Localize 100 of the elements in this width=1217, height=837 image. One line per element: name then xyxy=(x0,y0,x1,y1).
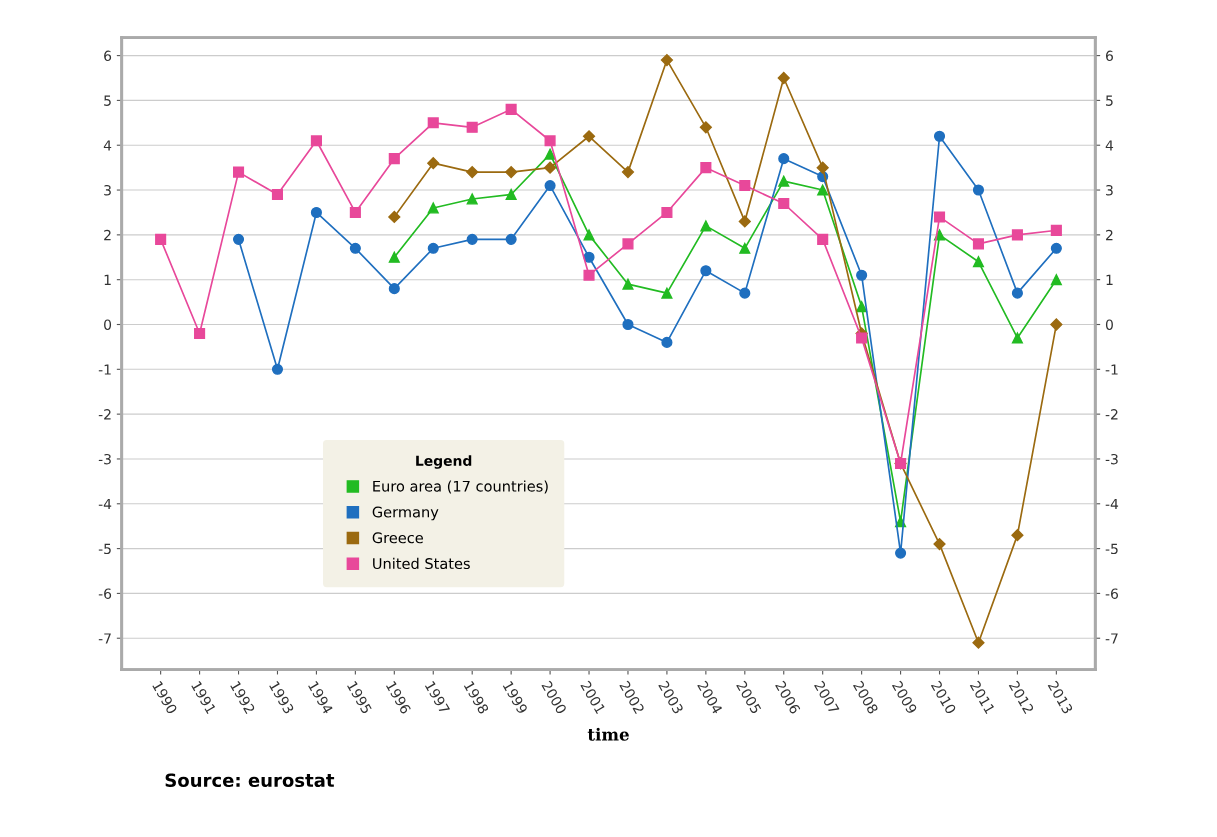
x-axis-title: time xyxy=(587,727,629,741)
point xyxy=(310,206,322,219)
y2-tick-label: 3 xyxy=(1106,185,1113,196)
point xyxy=(427,202,439,214)
y-tick-label: -2 xyxy=(98,409,111,420)
point xyxy=(933,211,946,223)
y-tick-label: 5 xyxy=(104,95,111,106)
point xyxy=(427,242,439,254)
point xyxy=(777,71,790,85)
point xyxy=(661,206,673,219)
legend-label: Euro area (17 countries) xyxy=(373,480,548,494)
point xyxy=(972,636,985,649)
point xyxy=(972,238,985,250)
point xyxy=(349,206,361,219)
y2-tick-label: -1 xyxy=(1105,364,1118,375)
point xyxy=(816,161,829,174)
y2-tick-label: 2 xyxy=(1106,229,1113,241)
y2-tick-label: -6 xyxy=(1105,588,1118,599)
point xyxy=(1011,287,1023,299)
point xyxy=(895,547,907,559)
point xyxy=(778,197,790,210)
point xyxy=(1011,529,1024,542)
point xyxy=(700,162,712,174)
point xyxy=(817,184,829,196)
point xyxy=(427,117,439,129)
point xyxy=(388,283,400,295)
y2-tick-label: 5 xyxy=(1106,95,1113,106)
y2-tick-label: -7 xyxy=(1105,633,1118,644)
point xyxy=(817,233,829,245)
point xyxy=(194,327,206,340)
point xyxy=(856,332,868,344)
y-tick-label: -5 xyxy=(98,543,111,555)
point xyxy=(739,180,751,192)
legend-title: Legend xyxy=(416,455,472,469)
point xyxy=(466,121,478,133)
point xyxy=(388,210,401,224)
y2-tick-label: 6 xyxy=(1105,50,1113,62)
y-tick-label: -6 xyxy=(98,588,112,599)
point xyxy=(661,287,673,299)
point xyxy=(621,166,635,179)
point xyxy=(232,166,245,178)
y2-tick-label: -3 xyxy=(1105,453,1118,465)
point xyxy=(583,229,595,241)
y2-tick-label: 0 xyxy=(1105,319,1113,330)
point xyxy=(505,166,518,179)
point xyxy=(622,278,634,290)
point xyxy=(739,287,751,299)
point xyxy=(972,256,985,268)
point xyxy=(271,188,284,201)
point xyxy=(583,269,595,281)
point xyxy=(699,121,712,134)
y2-tick-label: -4 xyxy=(1105,498,1119,510)
point xyxy=(544,148,556,160)
point xyxy=(739,242,751,254)
point xyxy=(933,538,946,551)
point xyxy=(271,363,284,375)
point xyxy=(1011,332,1023,344)
y2-tick-label: 1 xyxy=(1106,274,1113,285)
y2-tick-label: -5 xyxy=(1105,543,1118,555)
point xyxy=(1050,242,1062,254)
point xyxy=(778,153,790,165)
point xyxy=(622,238,634,250)
point xyxy=(310,135,322,147)
point xyxy=(660,53,674,67)
point xyxy=(155,233,167,245)
point xyxy=(1011,229,1023,241)
y2-tick-label: 4 xyxy=(1105,140,1114,151)
point xyxy=(778,175,790,187)
point xyxy=(388,153,400,165)
point xyxy=(543,161,557,174)
legend-label: Germany xyxy=(372,506,439,521)
legend-label: Greece xyxy=(372,532,423,544)
point xyxy=(700,220,712,232)
point xyxy=(1050,224,1062,236)
point xyxy=(856,269,868,281)
point xyxy=(427,157,440,170)
y-tick-label: 0 xyxy=(104,319,112,330)
point xyxy=(1050,274,1062,286)
point xyxy=(466,193,478,205)
point xyxy=(856,301,868,313)
point xyxy=(622,318,634,331)
point xyxy=(544,180,556,192)
point xyxy=(388,251,400,263)
source-note: Source: eurostat xyxy=(165,773,335,788)
point xyxy=(583,251,595,263)
point xyxy=(232,233,245,245)
point xyxy=(505,233,517,245)
y-tick-label: -1 xyxy=(98,364,111,375)
point xyxy=(466,233,478,245)
y-tick-label: 2 xyxy=(104,229,111,241)
y-tick-label: -4 xyxy=(98,498,112,510)
y-tick-label: 3 xyxy=(104,185,111,196)
y-tick-label: 4 xyxy=(103,140,112,151)
legend-label: United States xyxy=(373,557,470,570)
y-tick-label: -7 xyxy=(98,633,111,644)
point xyxy=(972,184,985,196)
point xyxy=(738,215,751,228)
y-tick-label: -3 xyxy=(98,453,111,465)
point xyxy=(661,336,673,348)
point xyxy=(544,135,556,147)
